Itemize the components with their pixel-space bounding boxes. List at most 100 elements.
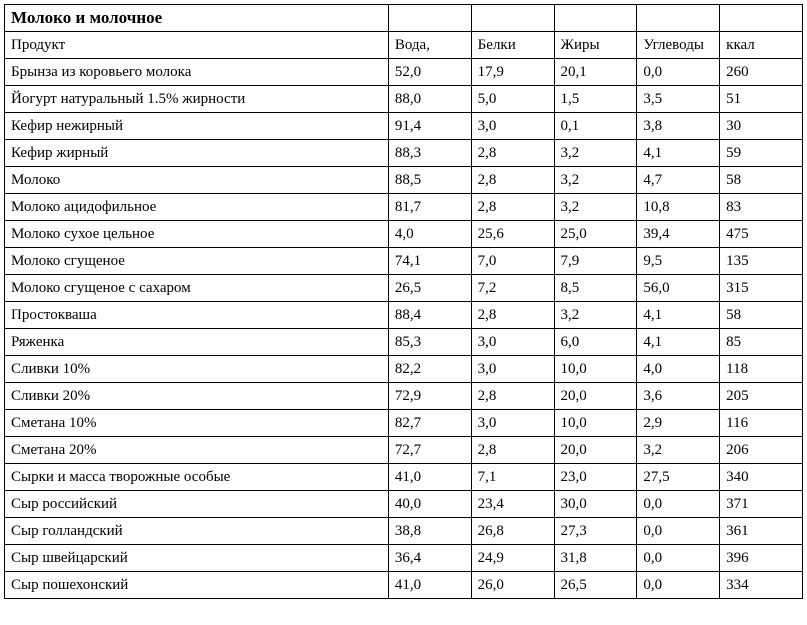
value-cell: 361 bbox=[720, 518, 803, 545]
value-cell: 58 bbox=[720, 302, 803, 329]
value-cell: 3,5 bbox=[637, 86, 720, 113]
product-name-cell: Сливки 20% bbox=[5, 383, 389, 410]
empty-cell bbox=[388, 5, 471, 32]
value-cell: 4,1 bbox=[637, 140, 720, 167]
value-cell: 25,0 bbox=[554, 221, 637, 248]
value-cell: 10,8 bbox=[637, 194, 720, 221]
product-name-cell: Сметана 20% bbox=[5, 437, 389, 464]
value-cell: 116 bbox=[720, 410, 803, 437]
product-name-cell: Молоко сгущеное с сахаром bbox=[5, 275, 389, 302]
table-row: Сырки и масса творожные особые41,07,123,… bbox=[5, 464, 803, 491]
value-cell: 0,0 bbox=[637, 59, 720, 86]
value-cell: 26,0 bbox=[471, 572, 554, 599]
value-cell: 7,9 bbox=[554, 248, 637, 275]
value-cell: 0,0 bbox=[637, 545, 720, 572]
table-row: Молоко сухое цельное4,025,625,039,4475 bbox=[5, 221, 803, 248]
value-cell: 36,4 bbox=[388, 545, 471, 572]
product-name-cell: Молоко сгущеное bbox=[5, 248, 389, 275]
value-cell: 7,0 bbox=[471, 248, 554, 275]
value-cell: 8,5 bbox=[554, 275, 637, 302]
empty-cell bbox=[471, 5, 554, 32]
value-cell: 4,1 bbox=[637, 329, 720, 356]
empty-cell bbox=[637, 5, 720, 32]
value-cell: 315 bbox=[720, 275, 803, 302]
value-cell: 31,8 bbox=[554, 545, 637, 572]
value-cell: 3,0 bbox=[471, 410, 554, 437]
column-header-water: Вода, bbox=[388, 32, 471, 59]
product-name-cell: Сыр швейцарский bbox=[5, 545, 389, 572]
value-cell: 10,0 bbox=[554, 410, 637, 437]
table-row: Простокваша88,42,83,24,158 bbox=[5, 302, 803, 329]
product-name-cell: Сыр российский bbox=[5, 491, 389, 518]
value-cell: 24,9 bbox=[471, 545, 554, 572]
value-cell: 3,2 bbox=[554, 302, 637, 329]
value-cell: 135 bbox=[720, 248, 803, 275]
value-cell: 30,0 bbox=[554, 491, 637, 518]
value-cell: 20,0 bbox=[554, 383, 637, 410]
value-cell: 72,7 bbox=[388, 437, 471, 464]
value-cell: 2,8 bbox=[471, 437, 554, 464]
empty-cell bbox=[720, 5, 803, 32]
product-name-cell: Сливки 10% bbox=[5, 356, 389, 383]
value-cell: 4,1 bbox=[637, 302, 720, 329]
value-cell: 475 bbox=[720, 221, 803, 248]
value-cell: 83 bbox=[720, 194, 803, 221]
value-cell: 39,4 bbox=[637, 221, 720, 248]
value-cell: 56,0 bbox=[637, 275, 720, 302]
value-cell: 88,4 bbox=[388, 302, 471, 329]
value-cell: 0,0 bbox=[637, 572, 720, 599]
value-cell: 371 bbox=[720, 491, 803, 518]
value-cell: 88,3 bbox=[388, 140, 471, 167]
value-cell: 0,0 bbox=[637, 518, 720, 545]
value-cell: 2,8 bbox=[471, 383, 554, 410]
value-cell: 72,9 bbox=[388, 383, 471, 410]
header-row: Продукт Вода, Белки Жиры Углеводы ккал bbox=[5, 32, 803, 59]
product-name-cell: Сыр пошехонский bbox=[5, 572, 389, 599]
product-name-cell: Ряженка bbox=[5, 329, 389, 356]
column-header-fat: Жиры bbox=[554, 32, 637, 59]
value-cell: 3,6 bbox=[637, 383, 720, 410]
title-row: Молоко и молочное bbox=[5, 5, 803, 32]
table-row: Молоко сгущеное с сахаром26,57,28,556,03… bbox=[5, 275, 803, 302]
column-header-protein: Белки bbox=[471, 32, 554, 59]
value-cell: 52,0 bbox=[388, 59, 471, 86]
value-cell: 26,8 bbox=[471, 518, 554, 545]
empty-cell bbox=[554, 5, 637, 32]
value-cell: 4,0 bbox=[388, 221, 471, 248]
value-cell: 340 bbox=[720, 464, 803, 491]
value-cell: 4,7 bbox=[637, 167, 720, 194]
value-cell: 2,9 bbox=[637, 410, 720, 437]
table-row: Молоко88,52,83,24,758 bbox=[5, 167, 803, 194]
table-row: Молоко ацидофильное81,72,83,210,883 bbox=[5, 194, 803, 221]
value-cell: 2,8 bbox=[471, 167, 554, 194]
value-cell: 91,4 bbox=[388, 113, 471, 140]
value-cell: 30 bbox=[720, 113, 803, 140]
product-name-cell: Молоко ацидофильное bbox=[5, 194, 389, 221]
value-cell: 396 bbox=[720, 545, 803, 572]
value-cell: 40,0 bbox=[388, 491, 471, 518]
value-cell: 206 bbox=[720, 437, 803, 464]
product-name-cell: Молоко bbox=[5, 167, 389, 194]
value-cell: 23,4 bbox=[471, 491, 554, 518]
table-row: Сыр российский40,023,430,00,0371 bbox=[5, 491, 803, 518]
value-cell: 2,8 bbox=[471, 302, 554, 329]
table-row: Сыр пошехонский41,026,026,50,0334 bbox=[5, 572, 803, 599]
value-cell: 3,8 bbox=[637, 113, 720, 140]
value-cell: 9,5 bbox=[637, 248, 720, 275]
value-cell: 3,0 bbox=[471, 356, 554, 383]
value-cell: 59 bbox=[720, 140, 803, 167]
table-title: Молоко и молочное bbox=[5, 5, 389, 32]
value-cell: 3,0 bbox=[471, 329, 554, 356]
product-name-cell: Кефир нежирный bbox=[5, 113, 389, 140]
value-cell: 3,2 bbox=[637, 437, 720, 464]
table-row: Сметана 10%82,73,010,02,9116 bbox=[5, 410, 803, 437]
value-cell: 3,2 bbox=[554, 167, 637, 194]
value-cell: 23,0 bbox=[554, 464, 637, 491]
value-cell: 27,3 bbox=[554, 518, 637, 545]
value-cell: 88,0 bbox=[388, 86, 471, 113]
product-name-cell: Молоко сухое цельное bbox=[5, 221, 389, 248]
value-cell: 0,1 bbox=[554, 113, 637, 140]
value-cell: 27,5 bbox=[637, 464, 720, 491]
value-cell: 6,0 bbox=[554, 329, 637, 356]
value-cell: 25,6 bbox=[471, 221, 554, 248]
